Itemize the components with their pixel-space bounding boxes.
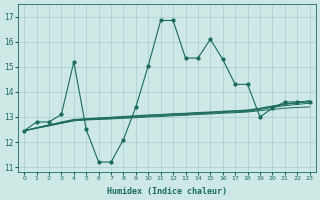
- X-axis label: Humidex (Indice chaleur): Humidex (Indice chaleur): [107, 187, 227, 196]
